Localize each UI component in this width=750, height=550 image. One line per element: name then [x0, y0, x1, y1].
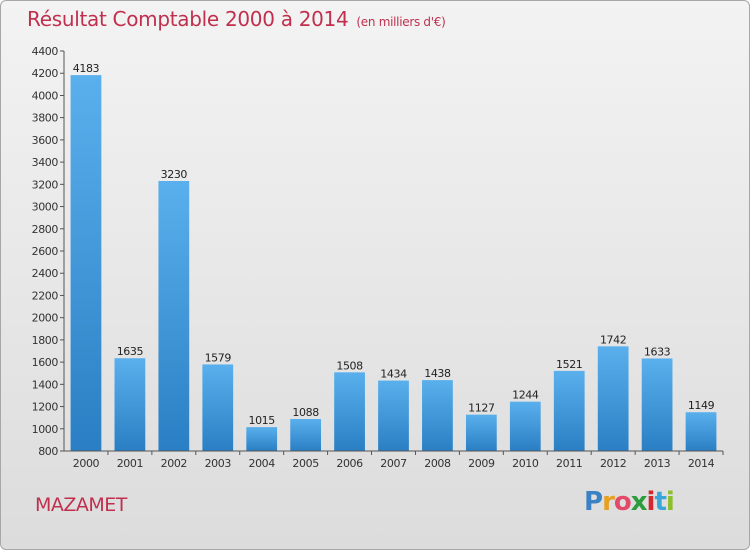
bar	[70, 75, 102, 451]
brand-letter: r	[602, 487, 615, 517]
x-tick-label: 2000	[73, 457, 100, 470]
brand-letter: x	[630, 487, 648, 517]
bars: 4183 1635 3230 1579 1015 1088 1508 1434 1438 1127…	[70, 62, 717, 451]
bar	[641, 358, 673, 451]
x-tick-label: 2013	[644, 457, 671, 470]
bar	[114, 358, 146, 451]
brand-logo: Proxiti	[584, 487, 675, 517]
bar	[290, 419, 322, 451]
y-tick-label: 4200	[32, 67, 59, 80]
y-tick-label: 1200	[32, 401, 59, 414]
brand-letter: P	[584, 487, 603, 517]
data-label: 1438	[424, 367, 451, 380]
bar	[158, 181, 190, 451]
brand-letter: i	[665, 487, 675, 517]
data-label: 1633	[644, 345, 671, 358]
data-label: 1508	[336, 359, 363, 372]
y-tick-label: 2200	[32, 289, 59, 302]
y-tick-label: 3600	[32, 134, 59, 147]
y-tick-label: 1600	[32, 356, 59, 369]
x-axis: 2000 2001 2002 2003 2004 2005 2006 2007 2008 2009…	[64, 450, 724, 470]
y-tick-label: 3200	[32, 178, 59, 191]
title-text: Résultat Comptable 2000 à 2014	[27, 7, 349, 31]
y-tick-label: 3400	[32, 156, 59, 169]
x-tick-label: 2002	[161, 457, 187, 470]
bar	[202, 364, 234, 451]
bar	[509, 401, 541, 451]
brand-letter: o	[613, 487, 632, 517]
data-label: 1635	[117, 345, 144, 358]
data-label: 3230	[161, 168, 188, 181]
x-tick-label: 2007	[380, 457, 407, 470]
y-tick-label: 2800	[32, 223, 59, 236]
y-tick-label: 1000	[32, 423, 59, 436]
y-tick-label: 1400	[32, 378, 59, 391]
x-tick-label: 2003	[205, 457, 232, 470]
data-label: 1521	[556, 358, 582, 371]
x-tick-label: 2010	[512, 457, 539, 470]
y-tick-label: 3800	[32, 112, 59, 125]
y-tick-label: 3000	[32, 201, 59, 214]
y-tick-label: 2600	[32, 245, 59, 258]
data-label: 1088	[292, 406, 319, 419]
city-name: MAZAMET	[35, 494, 127, 516]
data-label: 1149	[688, 399, 715, 412]
y-tick-label: 2400	[32, 267, 59, 280]
y-tick-label: 4400	[32, 45, 59, 58]
y-tick-label: 2000	[32, 312, 59, 325]
y-tick-label: 1800	[32, 334, 59, 347]
x-tick-label: 2001	[117, 457, 143, 470]
x-tick-label: 2004	[248, 457, 275, 470]
unit-note: (en milliers d'€)	[356, 15, 446, 29]
data-label: 1127	[468, 402, 495, 415]
chart-title: Résultat Comptable 2000 à 2014 (en millie…	[27, 7, 446, 31]
bar	[685, 412, 717, 451]
data-label: 1742	[600, 333, 626, 346]
x-tick-label: 2009	[468, 457, 495, 470]
y-tick-label: 800	[38, 445, 58, 458]
brand-letter: t	[654, 487, 666, 517]
bar	[422, 380, 453, 451]
bar	[334, 372, 365, 451]
bar	[553, 370, 585, 451]
x-tick-label: 2011	[556, 457, 582, 470]
data-label: 4183	[73, 62, 100, 75]
bar	[246, 427, 278, 451]
x-tick-label: 2012	[600, 457, 626, 470]
bar	[378, 380, 409, 451]
bar	[465, 414, 497, 451]
x-tick-label: 2014	[688, 457, 715, 470]
x-tick-label: 2006	[336, 457, 363, 470]
bar	[597, 346, 629, 451]
data-label: 1434	[380, 368, 407, 381]
data-label: 1579	[205, 351, 232, 364]
x-tick-label: 2008	[424, 457, 451, 470]
x-tick-label: 2005	[292, 457, 319, 470]
brand-letter: i	[646, 487, 656, 517]
data-label: 1244	[512, 389, 539, 402]
data-label: 1015	[248, 414, 275, 427]
y-axis: 800 1000 1200 1400 1600 1800 2000 2200 2400 2600 2…	[32, 45, 65, 458]
y-tick-label: 4000	[32, 89, 59, 102]
